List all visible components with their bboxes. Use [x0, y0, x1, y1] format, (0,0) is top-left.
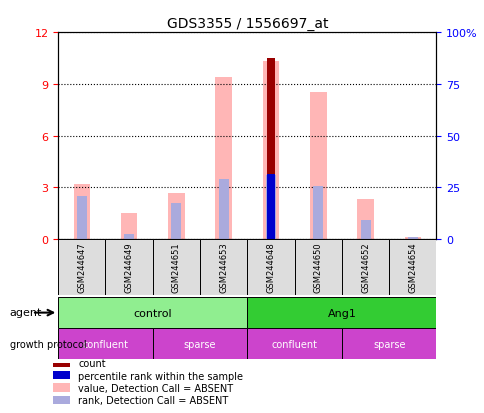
Bar — [74, 185, 90, 240]
Text: percentile rank within the sample: percentile rank within the sample — [78, 371, 243, 381]
Text: GSM244654: GSM244654 — [408, 242, 417, 293]
Bar — [53, 396, 70, 404]
Text: agent: agent — [10, 307, 42, 317]
FancyBboxPatch shape — [58, 297, 247, 328]
Bar — [313, 186, 322, 240]
Text: GSM244649: GSM244649 — [124, 242, 134, 293]
FancyBboxPatch shape — [152, 240, 199, 295]
Text: sparse: sparse — [372, 339, 405, 349]
Bar — [53, 383, 70, 392]
FancyBboxPatch shape — [199, 240, 247, 295]
Text: GSM244648: GSM244648 — [266, 242, 275, 293]
Text: sparse: sparse — [183, 339, 216, 349]
FancyBboxPatch shape — [247, 240, 294, 295]
Text: Ang1: Ang1 — [327, 308, 356, 318]
FancyBboxPatch shape — [388, 240, 436, 295]
Text: growth protocol: growth protocol — [10, 339, 86, 349]
Bar — [357, 200, 373, 240]
Bar — [360, 221, 370, 240]
Text: GSM244647: GSM244647 — [77, 242, 86, 293]
Text: GSM244653: GSM244653 — [219, 242, 228, 293]
FancyBboxPatch shape — [247, 328, 341, 359]
Bar — [309, 93, 326, 240]
FancyBboxPatch shape — [105, 240, 152, 295]
Text: confluent: confluent — [271, 339, 317, 349]
FancyBboxPatch shape — [58, 328, 152, 359]
Bar — [168, 193, 184, 240]
Title: GDS3355 / 1556697_at: GDS3355 / 1556697_at — [166, 17, 327, 31]
Text: GSM244652: GSM244652 — [360, 242, 369, 293]
Text: GSM244650: GSM244650 — [313, 242, 322, 293]
Text: GSM244651: GSM244651 — [171, 242, 181, 293]
Bar — [53, 371, 70, 379]
Bar — [267, 174, 274, 240]
FancyBboxPatch shape — [341, 240, 388, 295]
FancyBboxPatch shape — [152, 328, 247, 359]
Bar — [218, 179, 228, 240]
Text: count: count — [78, 358, 106, 368]
Bar — [262, 62, 279, 240]
Bar — [121, 214, 137, 240]
Bar — [124, 235, 134, 240]
Bar — [215, 78, 231, 240]
FancyBboxPatch shape — [294, 240, 341, 295]
Text: rank, Detection Call = ABSENT: rank, Detection Call = ABSENT — [78, 395, 228, 405]
Text: value, Detection Call = ABSENT: value, Detection Call = ABSENT — [78, 383, 233, 393]
FancyBboxPatch shape — [58, 240, 105, 295]
Bar — [407, 237, 417, 240]
FancyBboxPatch shape — [341, 328, 436, 359]
Text: control: control — [133, 308, 172, 318]
FancyBboxPatch shape — [247, 297, 436, 328]
Bar — [266, 176, 275, 240]
Text: confluent: confluent — [82, 339, 128, 349]
Bar — [171, 204, 181, 240]
Bar — [77, 197, 87, 240]
Bar — [53, 359, 70, 367]
Bar — [404, 237, 420, 240]
Bar — [267, 59, 274, 240]
